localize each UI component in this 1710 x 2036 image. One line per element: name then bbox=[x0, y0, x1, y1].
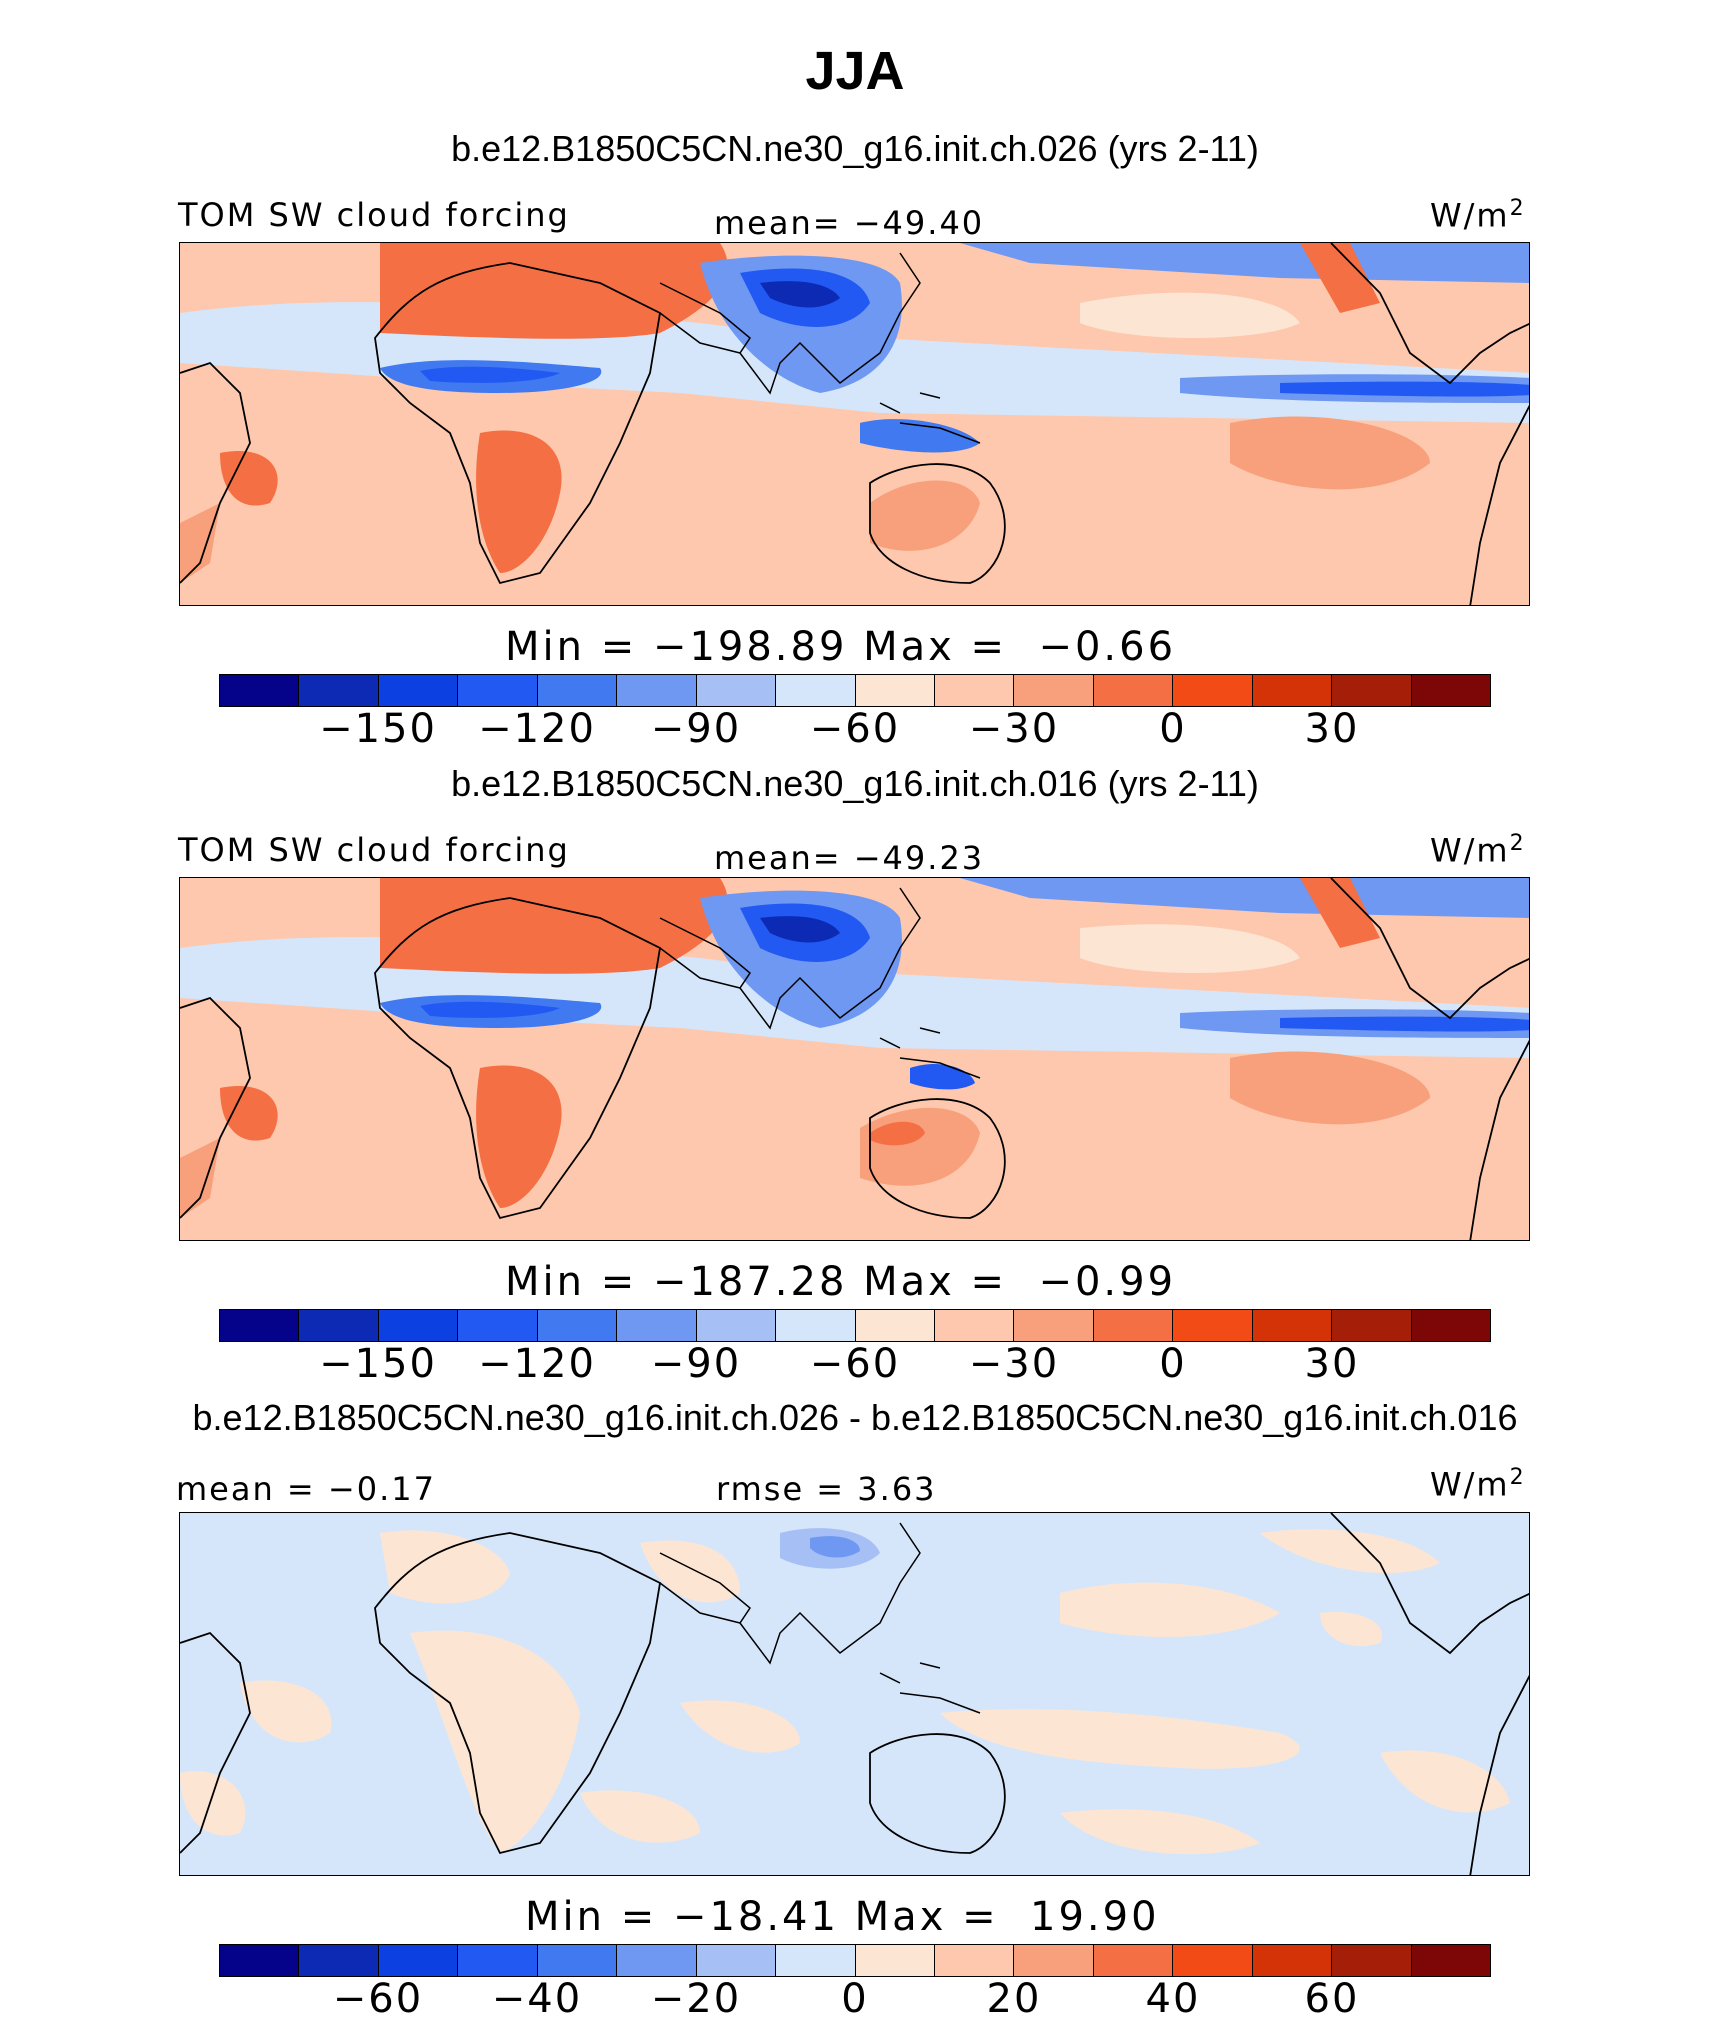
colorbar-cell bbox=[934, 675, 1015, 706]
colorbar-cell bbox=[696, 1310, 777, 1341]
panel-1-tick: 0 bbox=[1159, 706, 1187, 752]
panel-2-title: b.e12.B1850C5CN.ne30_g16.init.ch.016 (yr… bbox=[451, 763, 1259, 804]
colorbar-cell bbox=[1252, 1945, 1333, 1976]
panel-2-units-label: W/m2 bbox=[1430, 831, 1526, 870]
colorbar-cell bbox=[696, 675, 777, 706]
colorbar-cell bbox=[617, 1945, 697, 1976]
colorbar-cell bbox=[458, 1310, 538, 1341]
colorbar-cell bbox=[220, 1945, 300, 1976]
colorbar-cell bbox=[299, 1945, 379, 1976]
panel-1-colorbar bbox=[219, 674, 1491, 707]
colorbar-cell bbox=[776, 1945, 856, 1976]
panel-2-tick: −150 bbox=[319, 1341, 437, 1387]
colorbar-cell bbox=[855, 1310, 935, 1341]
colorbar-cell bbox=[1093, 1310, 1174, 1341]
panel-3-colorbar bbox=[219, 1944, 1491, 1977]
colorbar-cell bbox=[537, 1945, 618, 1976]
colorbar-cell bbox=[1014, 1945, 1094, 1976]
panel-3-title: b.e12.B1850C5CN.ne30_g16.init.ch.026 - b… bbox=[192, 1397, 1518, 1438]
panel-3-tick: −20 bbox=[650, 1976, 742, 2022]
panel-2-variable-label: TOM SW cloud forcing bbox=[178, 831, 570, 869]
colorbar-cell bbox=[1332, 1310, 1412, 1341]
colorbar-cell bbox=[934, 1945, 1015, 1976]
colorbar-cell bbox=[458, 1945, 538, 1976]
colorbar-cell bbox=[776, 1310, 856, 1341]
colorbar-cell bbox=[1093, 1945, 1174, 1976]
colorbar-cell bbox=[1173, 1945, 1253, 1976]
panel-2-mean-label: mean= −49.23 bbox=[714, 839, 985, 877]
panel-2-minmax: Min = −187.28 Max = −0.99 bbox=[505, 1259, 1177, 1305]
colorbar-cell bbox=[1014, 675, 1094, 706]
panel-2-tick: 0 bbox=[1159, 1341, 1187, 1387]
colorbar-cell bbox=[776, 675, 856, 706]
colorbar-cell bbox=[378, 675, 459, 706]
panel-1-tick: −90 bbox=[650, 706, 742, 752]
panel-1-minmax: Min = −198.89 Max = −0.66 bbox=[505, 624, 1177, 670]
colorbar-cell bbox=[1014, 1310, 1094, 1341]
colorbar-cell bbox=[299, 1310, 379, 1341]
panel-1-tick: −60 bbox=[809, 706, 901, 752]
panel-1-map bbox=[179, 242, 1530, 606]
colorbar-cell bbox=[220, 1310, 300, 1341]
panel-3-tick: 20 bbox=[986, 1976, 1042, 2022]
panel-1-tick: −150 bbox=[319, 706, 437, 752]
panel-3-tick: 0 bbox=[841, 1976, 869, 2022]
colorbar-cell bbox=[1411, 1310, 1490, 1341]
colorbar-cell bbox=[458, 675, 538, 706]
colorbar-cell bbox=[1411, 1945, 1490, 1976]
panel-1-map-svg bbox=[180, 243, 1529, 605]
colorbar-cell bbox=[617, 1310, 697, 1341]
colorbar-cell bbox=[220, 675, 300, 706]
colorbar-cell bbox=[537, 1310, 618, 1341]
colorbar-cell bbox=[696, 1945, 777, 1976]
panel-3-tick: −60 bbox=[332, 1976, 424, 2022]
panel-2-tick: −30 bbox=[968, 1341, 1060, 1387]
panel-2-tick: −120 bbox=[478, 1341, 596, 1387]
colorbar-cell bbox=[934, 1310, 1015, 1341]
colorbar-cell bbox=[1173, 675, 1253, 706]
panel-1-title: b.e12.B1850C5CN.ne30_g16.init.ch.026 (yr… bbox=[451, 128, 1259, 169]
panel-1-mean-label: mean= −49.40 bbox=[714, 204, 985, 242]
colorbar-cell bbox=[378, 1945, 459, 1976]
colorbar-cell bbox=[1252, 675, 1333, 706]
figure-title: JJA bbox=[805, 41, 905, 101]
panel-3-map bbox=[179, 1512, 1530, 1876]
colorbar-cell bbox=[299, 675, 379, 706]
panel-3-tick: 60 bbox=[1304, 1976, 1360, 2022]
panel-2-colorbar bbox=[219, 1309, 1491, 1342]
colorbar-cell bbox=[378, 1310, 459, 1341]
colorbar-cell bbox=[1173, 1310, 1253, 1341]
panel-2-map bbox=[179, 877, 1530, 1241]
colorbar-cell bbox=[1332, 675, 1412, 706]
panel-3-rmse-label: rmse = 3.63 bbox=[716, 1470, 937, 1508]
panel-2-tick: −60 bbox=[809, 1341, 901, 1387]
panel-3-tick: 40 bbox=[1145, 1976, 1201, 2022]
colorbar-cell bbox=[1252, 1310, 1333, 1341]
panel-1-tick: 30 bbox=[1304, 706, 1360, 752]
panel-2-map-svg bbox=[180, 878, 1529, 1240]
panel-2-tick: 30 bbox=[1304, 1341, 1360, 1387]
panel-3-tick: −40 bbox=[491, 1976, 583, 2022]
colorbar-cell bbox=[855, 1945, 935, 1976]
panel-3-map-svg bbox=[180, 1513, 1529, 1875]
colorbar-cell bbox=[617, 675, 697, 706]
panel-1-tick: −120 bbox=[478, 706, 596, 752]
panel-1-units-label: W/m2 bbox=[1430, 196, 1526, 235]
panel-3-mean-label: mean = −0.17 bbox=[176, 1470, 436, 1508]
panel-1-tick: −30 bbox=[968, 706, 1060, 752]
colorbar-cell bbox=[855, 675, 935, 706]
colorbar-cell bbox=[1332, 1945, 1412, 1976]
colorbar-cell bbox=[1411, 675, 1490, 706]
panel-2-tick: −90 bbox=[650, 1341, 742, 1387]
panel-1-variable-label: TOM SW cloud forcing bbox=[178, 196, 570, 234]
colorbar-cell bbox=[537, 675, 618, 706]
panel-3-units-label: W/m2 bbox=[1430, 1465, 1526, 1504]
panel-3-minmax: Min = −18.41 Max = 19.90 bbox=[525, 1894, 1160, 1940]
colorbar-cell bbox=[1093, 675, 1174, 706]
